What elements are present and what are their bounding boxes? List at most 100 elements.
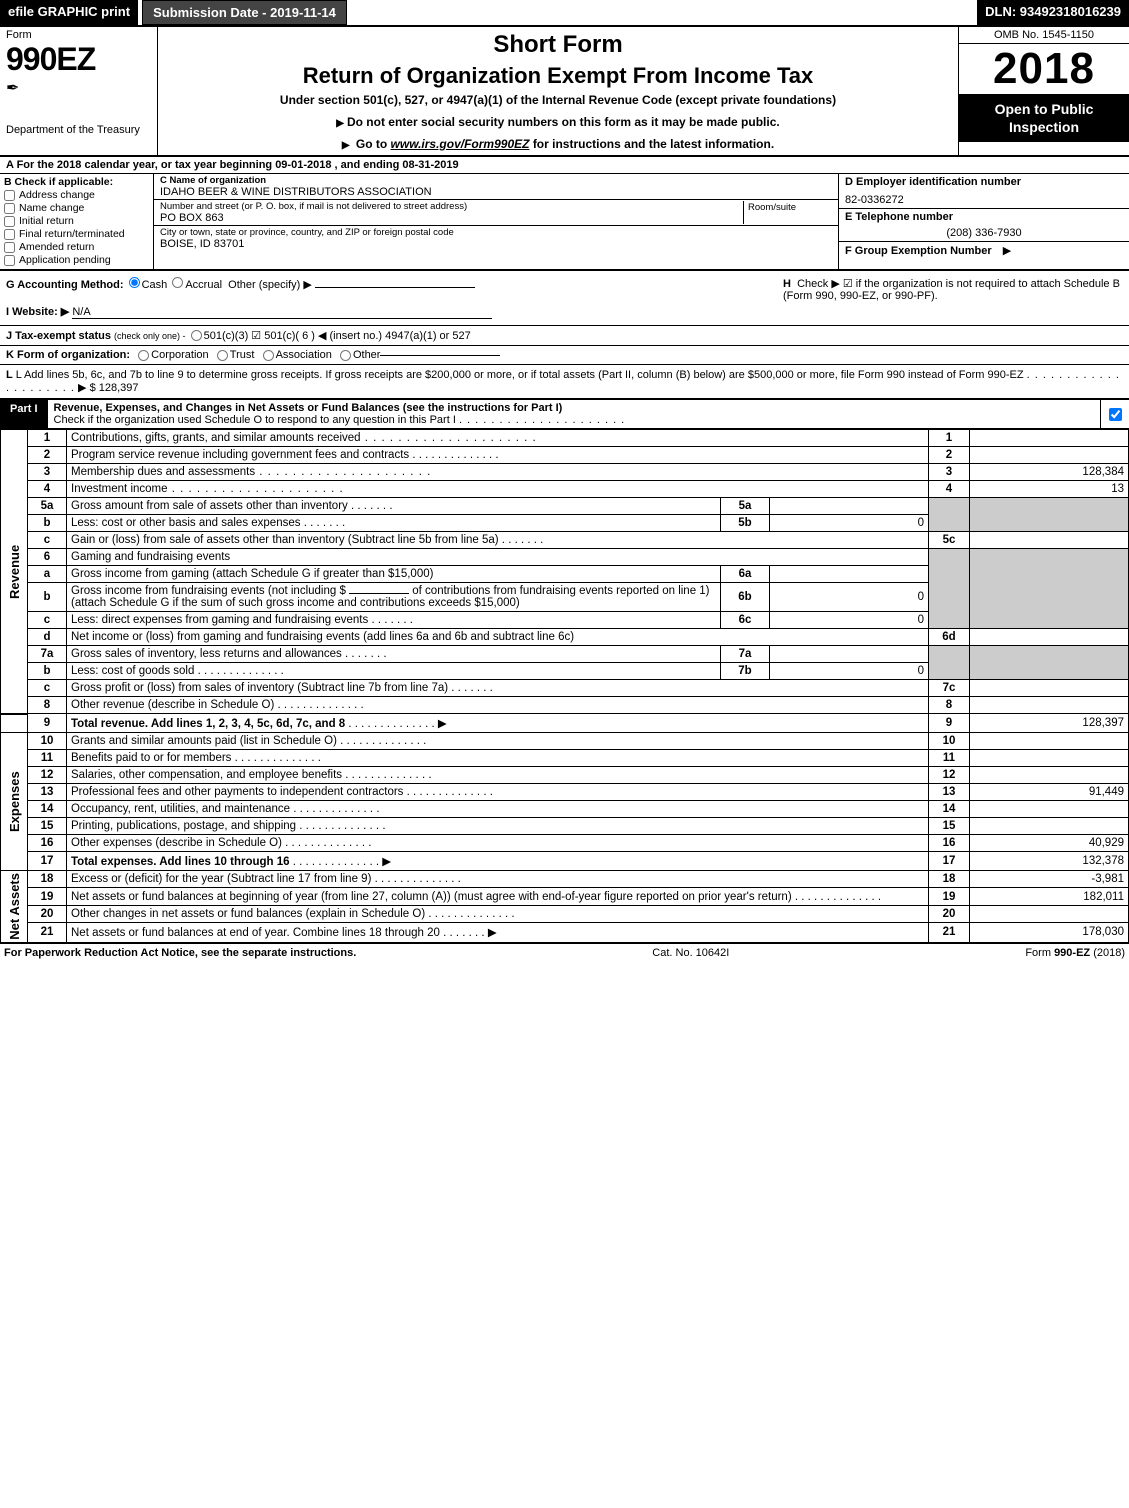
line16-desc: Other expenses (describe in Schedule O) bbox=[71, 837, 282, 849]
line7c-val bbox=[970, 680, 1129, 697]
department-label: Department of the Treasury bbox=[6, 124, 151, 136]
line12-box: 12 bbox=[929, 767, 970, 784]
line14-num: 14 bbox=[28, 801, 67, 818]
check-name-change[interactable] bbox=[4, 203, 15, 214]
radio-assoc[interactable] bbox=[263, 350, 274, 361]
line9-num: 9 bbox=[28, 714, 67, 733]
k-label: K Form of organization: bbox=[6, 349, 130, 361]
line1-num: 1 bbox=[28, 430, 67, 447]
h-label: H bbox=[783, 278, 791, 290]
no-ssn-line: Do not enter social security numbers on … bbox=[162, 115, 954, 129]
open-public-badge: Open to Public Inspection bbox=[959, 94, 1129, 142]
line20-desc: Other changes in net assets or fund bala… bbox=[71, 908, 425, 920]
line7a-num: 7a bbox=[28, 646, 67, 663]
line3-val: 128,384 bbox=[970, 464, 1129, 481]
page-footer: For Paperwork Reduction Act Notice, see … bbox=[0, 943, 1129, 962]
i-website-label: I Website: ▶ bbox=[6, 306, 69, 318]
j-hint: (check only one) - bbox=[114, 331, 186, 341]
line2-num: 2 bbox=[28, 447, 67, 464]
efile-print-button[interactable]: efile GRAPHIC print bbox=[0, 0, 138, 25]
line6a-mbox: 6a bbox=[721, 566, 770, 583]
line17-num: 17 bbox=[28, 852, 67, 871]
line16-box: 16 bbox=[929, 835, 970, 852]
check-label-initial: Initial return bbox=[19, 215, 74, 227]
line7b-mval: 0 bbox=[770, 663, 929, 680]
line5b-mval: 0 bbox=[770, 515, 929, 532]
line19-num: 19 bbox=[28, 888, 67, 905]
line11-desc: Benefits paid to or for members bbox=[71, 752, 231, 764]
line7a-desc: Gross sales of inventory, less returns a… bbox=[71, 648, 342, 660]
c-name-label: C Name of organization bbox=[160, 175, 832, 186]
line8-box: 8 bbox=[929, 697, 970, 714]
section-c-name-address: C Name of organization IDAHO BEER & WINE… bbox=[154, 174, 839, 269]
line6a-mval bbox=[770, 566, 929, 583]
line6b-num: b bbox=[28, 583, 67, 612]
part1-badge: Part I bbox=[0, 400, 48, 428]
check-address-change[interactable] bbox=[4, 190, 15, 201]
line19-desc: Net assets or fund balances at beginning… bbox=[71, 891, 792, 903]
form-number: 990EZ bbox=[6, 41, 151, 78]
check-application-pending[interactable] bbox=[4, 255, 15, 266]
check-label-name: Name change bbox=[19, 202, 84, 214]
line14-desc: Occupancy, rent, utilities, and maintena… bbox=[71, 803, 290, 815]
line15-num: 15 bbox=[28, 818, 67, 835]
g-other-label: Other (specify) ▶ bbox=[228, 279, 312, 291]
line8-num: 8 bbox=[28, 697, 67, 714]
line12-val bbox=[970, 767, 1129, 784]
radio-corp[interactable] bbox=[138, 350, 149, 361]
check-initial-return[interactable] bbox=[4, 216, 15, 227]
street-label: Number and street (or P. O. box, if mail… bbox=[160, 201, 743, 212]
line16-val: 40,929 bbox=[970, 835, 1129, 852]
line15-val bbox=[970, 818, 1129, 835]
line19-val: 182,011 bbox=[970, 888, 1129, 905]
form-header: Form 990EZ ✒ Department of the Treasury … bbox=[0, 27, 1129, 157]
line9-box: 9 bbox=[929, 714, 970, 733]
submission-date-button[interactable]: Submission Date - 2019-11-14 bbox=[142, 0, 347, 25]
line1-desc: Contributions, gifts, grants, and simila… bbox=[71, 432, 361, 444]
j-label: J Tax-exempt status bbox=[6, 330, 111, 342]
line20-box: 20 bbox=[929, 905, 970, 922]
check-amended-return[interactable] bbox=[4, 242, 15, 253]
part1-checkbox[interactable] bbox=[1109, 408, 1122, 421]
line6b-mval: 0 bbox=[770, 583, 929, 612]
line5b-num: b bbox=[28, 515, 67, 532]
k-assoc: Association bbox=[276, 349, 332, 361]
line4-box: 4 bbox=[929, 481, 970, 498]
line17-arrow: ▶ bbox=[382, 856, 391, 868]
line6c-mval: 0 bbox=[770, 612, 929, 629]
city-value: BOISE, ID 83701 bbox=[160, 238, 832, 250]
sidebar-expenses: Expenses bbox=[1, 733, 28, 871]
line21-desc: Net assets or fund balances at end of ye… bbox=[71, 927, 440, 939]
f-group-label: F Group Exemption Number bbox=[845, 245, 992, 257]
line4-val: 13 bbox=[970, 481, 1129, 498]
line6c-desc: Less: direct expenses from gaming and fu… bbox=[71, 614, 368, 626]
radio-501c3[interactable] bbox=[191, 330, 202, 341]
check-final-return[interactable] bbox=[4, 229, 15, 240]
l-amount: $ 128,397 bbox=[90, 382, 139, 394]
line21-num: 21 bbox=[28, 923, 67, 943]
line5c-val bbox=[970, 532, 1129, 549]
line11-val bbox=[970, 750, 1129, 767]
line20-val bbox=[970, 905, 1129, 922]
line12-num: 12 bbox=[28, 767, 67, 784]
radio-trust[interactable] bbox=[217, 350, 228, 361]
goto-line: Go to www.irs.gov/Form990EZ for instruct… bbox=[162, 137, 954, 151]
line8-val bbox=[970, 697, 1129, 714]
line17-box: 17 bbox=[929, 852, 970, 871]
line6a-desc: Gross income from gaming (attach Schedul… bbox=[71, 568, 433, 580]
no-ssn-text: Do not enter social security numbers on … bbox=[347, 115, 780, 129]
radio-cash[interactable] bbox=[129, 277, 140, 288]
line5c-desc: Gain or (loss) from sale of assets other… bbox=[71, 534, 499, 546]
line1-box: 1 bbox=[929, 430, 970, 447]
line6d-val bbox=[970, 629, 1129, 646]
radio-other[interactable] bbox=[340, 350, 351, 361]
line6a-num: a bbox=[28, 566, 67, 583]
radio-accrual[interactable] bbox=[172, 277, 183, 288]
line21-val: 178,030 bbox=[970, 923, 1129, 943]
line19-box: 19 bbox=[929, 888, 970, 905]
line7b-desc: Less: cost of goods sold bbox=[71, 665, 194, 677]
line11-num: 11 bbox=[28, 750, 67, 767]
line7a-mbox: 7a bbox=[721, 646, 770, 663]
header-center: Short Form Return of Organization Exempt… bbox=[158, 27, 959, 155]
goto-link[interactable]: www.irs.gov/Form990EZ bbox=[391, 137, 530, 151]
